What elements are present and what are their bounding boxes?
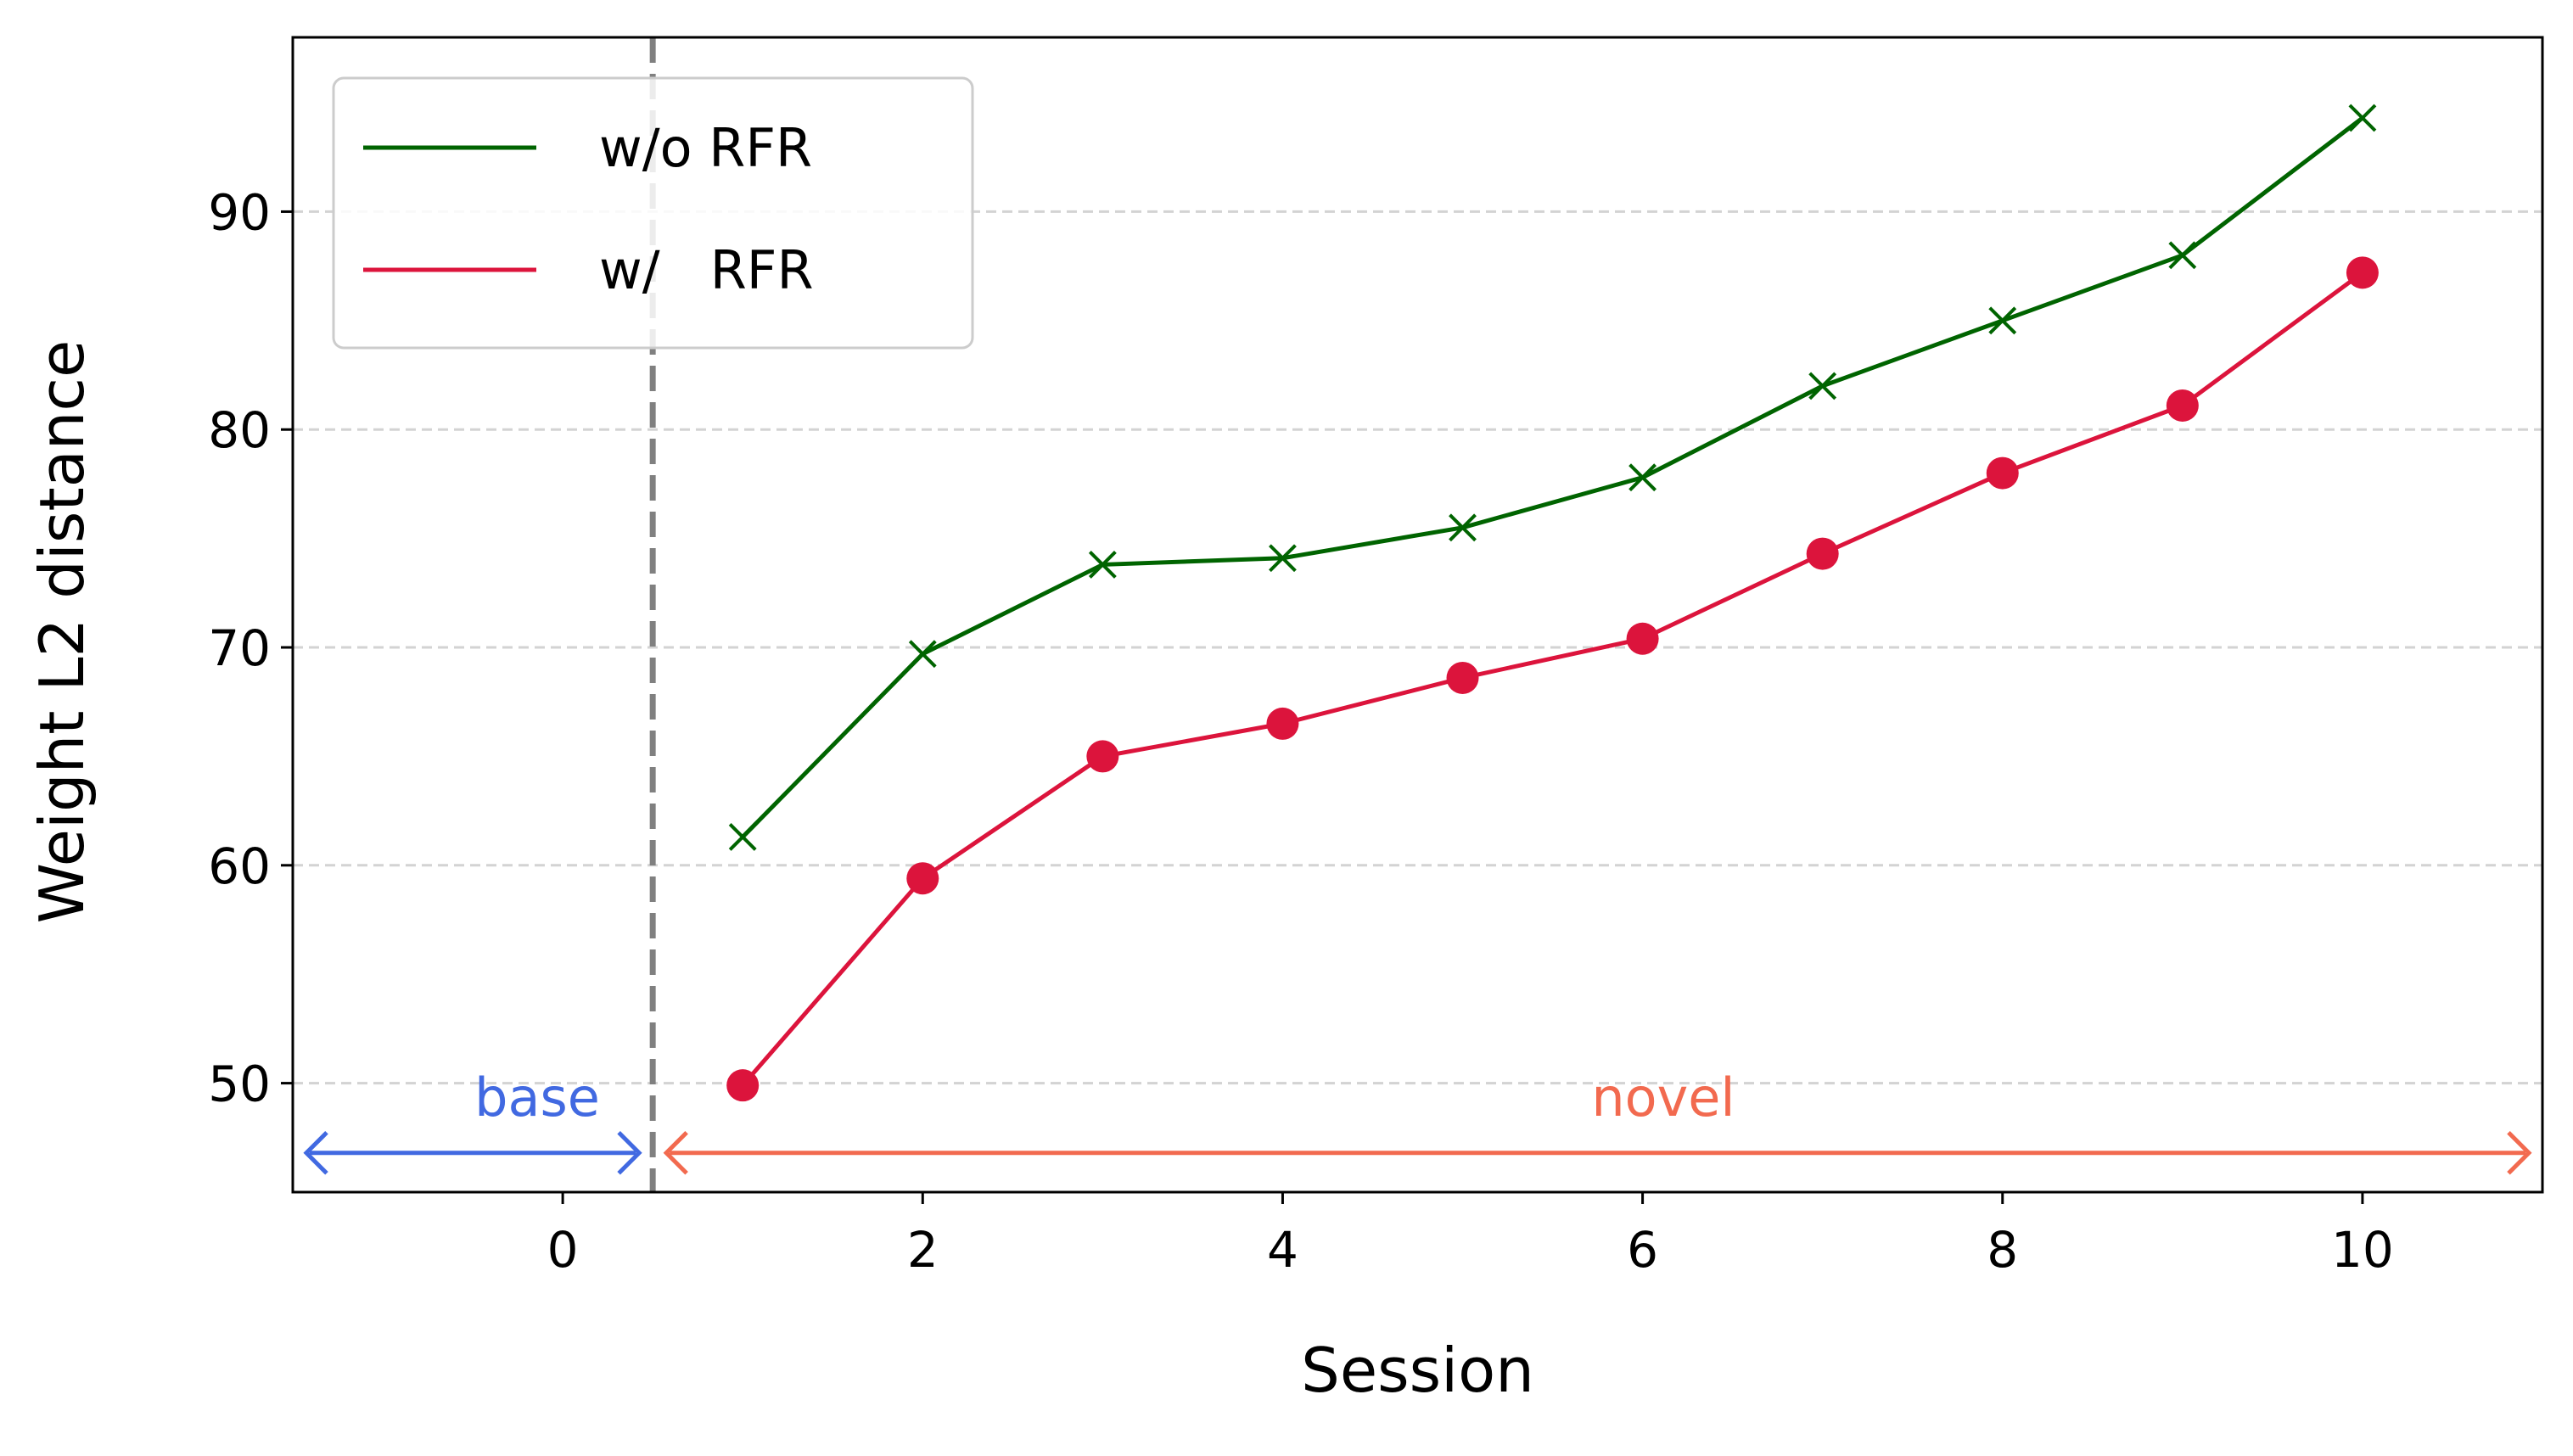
y-tick-label: 50 (208, 1056, 271, 1113)
y-tick-label: 90 (208, 183, 271, 241)
series-1 (726, 256, 2379, 1102)
x-marker (2348, 104, 2377, 132)
region-base: base (303, 1067, 642, 1175)
y-tick-label: 80 (208, 401, 271, 459)
legend-label: w/o RFR (599, 117, 812, 179)
x-axis-label: Session (1301, 1335, 1534, 1406)
circle-marker (1266, 707, 1299, 740)
region-label: base (474, 1067, 600, 1128)
x-marker-stroke (1449, 513, 1477, 542)
x-marker-stroke (1628, 463, 1657, 492)
x-marker (1269, 544, 1297, 573)
series-line (741, 271, 2364, 1087)
x-tick-label: 6 (1627, 1221, 1658, 1279)
x-marker (908, 640, 937, 669)
y-tick-label: 70 (208, 619, 271, 677)
legend-entry: w/ RFR (363, 239, 814, 301)
circle-marker (2166, 389, 2199, 422)
circle-marker (1626, 622, 1659, 655)
circle-marker (1446, 661, 1479, 694)
series-0 (728, 104, 2377, 851)
region-arrow-head (663, 1131, 688, 1175)
x-marker-stroke (1808, 372, 1837, 400)
x-tick-label: 0 (547, 1221, 579, 1279)
x-marker-stroke (728, 823, 757, 851)
circle-marker (726, 1069, 760, 1102)
x-tick-label: 4 (1267, 1221, 1298, 1279)
plot-frame (291, 36, 2544, 1194)
region-arrow-head (303, 1131, 328, 1175)
series-layer (726, 104, 2379, 1102)
region-label: novel (1591, 1067, 1735, 1128)
circle-marker (2346, 256, 2379, 289)
x-marker-stroke (1088, 551, 1117, 579)
x-marker-stroke (2168, 241, 2197, 270)
region-arrow-head (2507, 1131, 2532, 1175)
x-tick-label: 10 (2331, 1221, 2394, 1279)
x-marker (2168, 241, 2197, 270)
circle-marker (906, 862, 939, 895)
region-novel: novel (663, 1067, 2532, 1175)
legend-entry: w/o RFR (363, 117, 812, 179)
x-marker (1988, 306, 2017, 335)
y-axis-label: Weight L2 distance (26, 340, 98, 924)
x-marker-stroke (908, 640, 937, 669)
x-tick-label: 8 (1987, 1221, 2018, 1279)
x-marker (1808, 372, 1837, 400)
circle-marker (1986, 456, 2019, 490)
circle-marker (1806, 537, 1839, 570)
series-line (741, 116, 2364, 839)
circle-marker (1086, 740, 1119, 773)
x-marker-stroke (1988, 306, 2017, 335)
region-layer: base novel (303, 1067, 2532, 1175)
axis-ticks: 50 60 70 80 90 0 2 4 6 8 10 (208, 183, 2394, 1279)
x-marker (1088, 551, 1117, 579)
x-tick-label: 2 (907, 1221, 939, 1279)
x-marker-stroke (2348, 104, 2377, 132)
x-marker (1628, 463, 1657, 492)
x-marker (728, 823, 757, 851)
legend-label: w/ RFR (599, 239, 814, 301)
y-tick-label: 60 (208, 837, 271, 895)
x-marker-stroke (1269, 544, 1297, 573)
x-marker (1449, 513, 1477, 542)
legend: w/o RFR w/ RFR (332, 76, 974, 350)
region-arrow-head (617, 1131, 642, 1175)
